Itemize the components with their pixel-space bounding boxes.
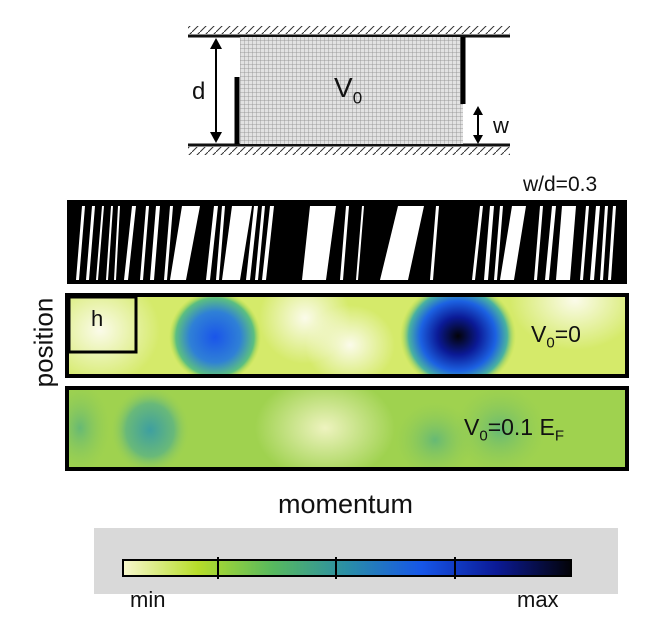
gap-arrow-head-bottom [473, 135, 483, 144]
inset-label: h [91, 306, 104, 331]
colorbar [94, 528, 618, 594]
panel-potential-label-main: V [464, 414, 480, 440]
inset-box [67, 295, 138, 354]
x-axis-label: momentum [278, 489, 414, 519]
ratio-label: w/d=0.3 [523, 173, 598, 196]
top-wall-hatch [188, 26, 510, 34]
panel-free-label-sub: 0 [546, 334, 555, 352]
gap-label: w [493, 113, 509, 138]
colorbar-max-label: max [517, 587, 559, 612]
height-arrow-head-top [210, 38, 222, 49]
panel-potential-label: V0=0.1 EF [464, 414, 564, 445]
classical-panel [67, 200, 627, 284]
panel-free-label-tail: =0 [554, 321, 581, 347]
quantum-potential-panel [65, 386, 629, 471]
panel-free-label-main: V [531, 321, 547, 347]
y-axis-label: position [28, 297, 59, 388]
panel-free-label: V0=0 [531, 321, 581, 352]
height-label: d [192, 78, 206, 105]
quantum-free-panel [65, 293, 629, 378]
potential-label-sub: 0 [352, 88, 363, 108]
potential-label-main: V [334, 72, 353, 103]
panel-potential-label-mid: =0.1 E [487, 414, 555, 440]
bottom-wall-hatch [188, 147, 510, 155]
gap-arrow-head-top [473, 106, 483, 115]
classical-stripes [76, 206, 616, 280]
panel-potential-label-sub: 0 [479, 427, 488, 445]
channel-schematic [188, 26, 510, 155]
colorbar-min-label: min [130, 587, 166, 612]
height-arrow-head-bottom [210, 132, 222, 143]
potential-label: V0 [334, 72, 362, 109]
panel-potential-label-sub2: F [554, 427, 564, 445]
potential-region [240, 37, 463, 144]
colorbar-gradient [122, 559, 572, 577]
